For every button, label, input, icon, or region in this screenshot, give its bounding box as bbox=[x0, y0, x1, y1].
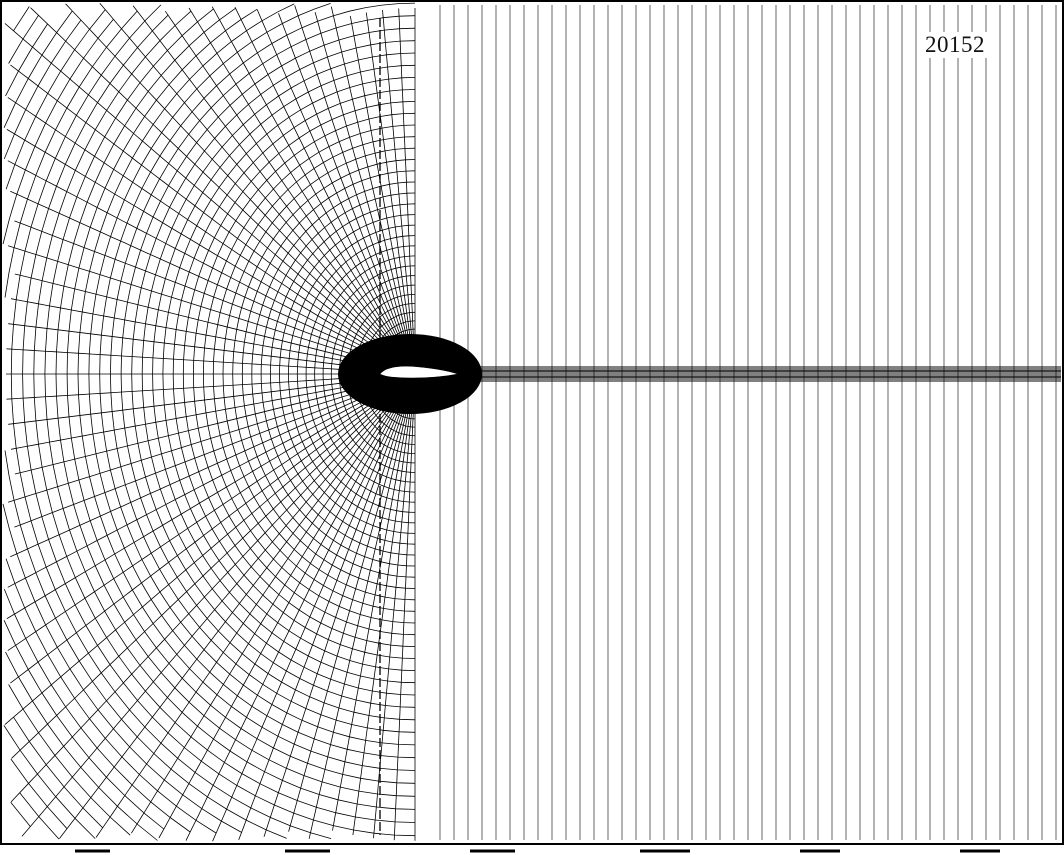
mesh-radial-line bbox=[330, 6, 411, 355]
mesh-radial-line bbox=[95, 389, 405, 838]
mesh-radial-line bbox=[14, 377, 399, 475]
mesh-radial-line bbox=[10, 376, 398, 450]
mesh-radial-line bbox=[7, 381, 400, 588]
mesh-radial-line bbox=[7, 97, 401, 365]
mesh-radial-line bbox=[8, 323, 398, 373]
mesh-radial-line bbox=[4, 385, 402, 725]
mesh-curve bbox=[22, 14, 416, 837]
mesh-radial-line bbox=[132, 5, 404, 360]
mesh-radial-line bbox=[393, 394, 415, 841]
mesh-radial-line bbox=[10, 298, 398, 372]
mesh-radial-line bbox=[11, 386, 402, 759]
mesh-radial-line bbox=[14, 220, 399, 369]
mesh-radial-line bbox=[6, 348, 398, 374]
mesh-radial-line bbox=[158, 390, 406, 839]
mesh-curve bbox=[5, 23, 158, 841]
mesh-radial-line bbox=[4, 23, 402, 363]
mesh-curve bbox=[88, 3, 416, 759]
mesh-curve bbox=[10, 758, 68, 829]
mesh-radial-line bbox=[332, 393, 412, 831]
mesh-curve bbox=[66, 8, 416, 784]
mesh-radial-line bbox=[349, 15, 412, 355]
mesh-radial-line bbox=[10, 64, 401, 364]
mesh-radial-line bbox=[10, 384, 401, 684]
mesh-curve bbox=[4, 10, 287, 839]
mesh-curve bbox=[3, 725, 96, 839]
mesh-radial-line bbox=[21, 388, 404, 837]
mesh-radial-line bbox=[8, 375, 398, 425]
mesh-radial-line bbox=[188, 7, 406, 358]
mesh-radial-line bbox=[14, 273, 399, 371]
mesh-radial-line bbox=[212, 392, 408, 842]
mesh-radial-line bbox=[99, 2, 404, 360]
mesh-radial-line bbox=[59, 388, 404, 839]
mesh-radial-line bbox=[288, 393, 410, 832]
mesh-radial-line bbox=[352, 394, 413, 836]
mesh-radial-line bbox=[234, 7, 407, 357]
mesh-radial-line bbox=[294, 5, 410, 356]
mesh-radial-line bbox=[30, 7, 402, 362]
mesh-curve bbox=[13, 6, 103, 829]
wake-region bbox=[455, 366, 1061, 382]
mesh-radial-line bbox=[365, 12, 413, 354]
mesh-radial-line bbox=[6, 374, 398, 400]
mesh-radial-line bbox=[10, 387, 403, 803]
mesh-radial-line bbox=[314, 12, 410, 355]
mesh-radial-line bbox=[263, 392, 410, 837]
mesh-radial-line bbox=[398, 8, 415, 354]
mesh-radial-line bbox=[10, 190, 399, 368]
mesh-radial-line bbox=[65, 3, 403, 361]
mesh-curve bbox=[44, 8, 416, 810]
mesh-radial-line bbox=[256, 9, 408, 356]
mesh-radial-line bbox=[185, 391, 407, 841]
mesh-radial-line bbox=[382, 9, 414, 354]
mesh-radial-line bbox=[131, 390, 406, 834]
mesh-radial-line bbox=[164, 10, 405, 359]
mesh-radial-line bbox=[278, 13, 409, 356]
mesh-radial-line bbox=[6, 129, 400, 366]
mesh-radial-line bbox=[6, 382, 400, 619]
mesh-radial-line bbox=[7, 245, 399, 370]
mesh-radial-line bbox=[7, 378, 399, 503]
mesh-lines bbox=[2, 2, 1057, 842]
mesh-curve bbox=[77, 3, 416, 771]
mesh-curve bbox=[10, 801, 31, 827]
mesh-radial-line bbox=[7, 160, 400, 367]
mesh-radial-line bbox=[7, 383, 401, 651]
mesh-radial-line bbox=[308, 393, 411, 839]
mesh-curve bbox=[10, 4, 332, 839]
mesh-radial-line bbox=[211, 6, 406, 358]
mesh-radial-line bbox=[14, 379, 399, 528]
airfoil-shape bbox=[379, 365, 460, 379]
figure-label: 20152 bbox=[922, 32, 988, 58]
mesh-radial-line bbox=[10, 380, 399, 558]
